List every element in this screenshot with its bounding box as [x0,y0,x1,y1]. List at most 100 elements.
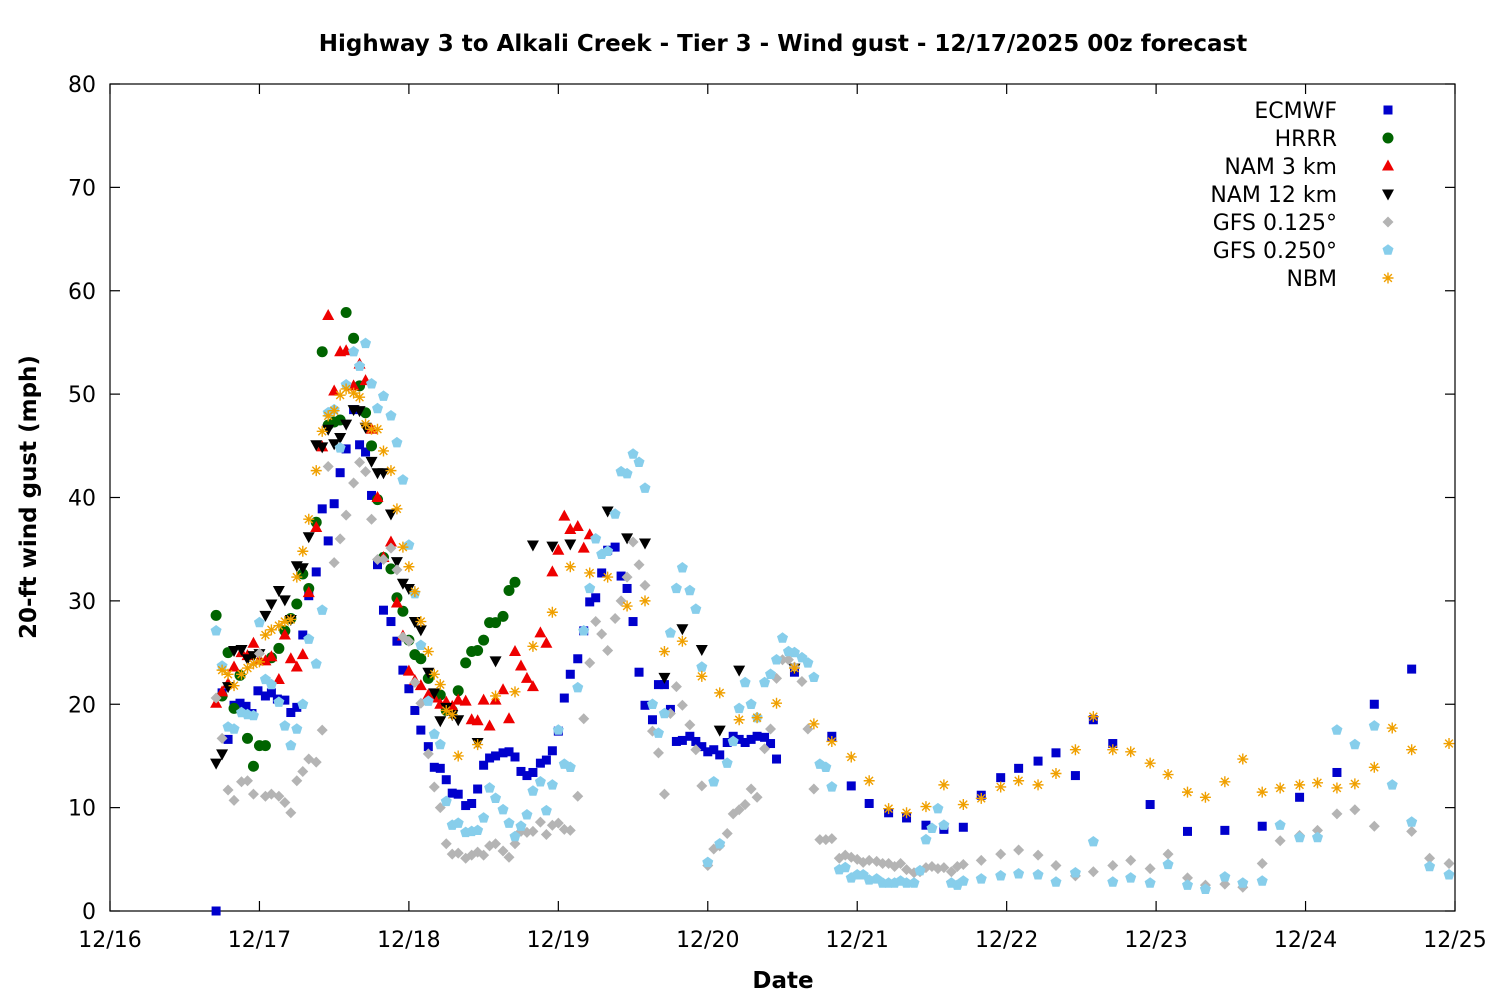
data-point-ecmwf [461,801,471,811]
data-point-gfs-0-250 [590,533,602,544]
data-point-gfs-0-125 [1181,872,1193,884]
data-point-nbm [391,503,403,515]
data-point-nbm [1125,746,1137,758]
data-point-ecmwf [404,684,414,694]
data-point-ecmwf [677,735,687,745]
data-point-nbm [409,586,421,598]
data-point-nbm [366,423,378,435]
data-point-gfs-0-250 [578,625,590,636]
data-point-gfs-0-125 [690,744,702,756]
data-point-nbm [372,423,384,435]
data-point-ecmwf [591,593,601,603]
data-point-hrrr [247,760,259,772]
data-point-gfs-0-125 [684,719,696,731]
data-point-nam-3-km [284,652,297,664]
data-point-gfs-0-125 [1443,857,1455,869]
legend-item-ecmwf: ECMWF [1254,99,1393,124]
data-point-nam-3-km [278,628,291,640]
data-point-nbm [1032,779,1044,791]
data-point-gfs-0-250 [1274,819,1286,830]
data-point-ecmwf [746,734,756,744]
data-point-nbm [310,465,322,477]
data-point-nam-3-km [577,541,590,553]
data-point-ecmwf [410,705,420,715]
data-point-ecmwf [1369,699,1379,709]
data-point-gfs-0-250 [397,474,409,485]
data-point-nam-3-km [477,693,490,705]
data-point-nam-3-km [552,543,565,555]
data-point-gfs-0-250 [285,739,297,751]
data-point-ecmwf [703,747,713,757]
data-point-gfs-0-125 [1144,863,1156,875]
data-point-nbm [490,690,502,702]
data-point-ecmwf [697,742,707,752]
data-point-hrrr [497,610,509,622]
data-point-ecmwf [1014,763,1024,773]
data-point-gfs-0-125 [721,827,733,839]
data-point-nbm [452,750,464,762]
y-tick-label: 10 [68,797,96,822]
x-tick-label: 12/16 [78,928,141,953]
data-point-ecmwf [1051,748,1061,758]
x-tick-label: 12/20 [676,928,739,953]
data-point-gfs-0-250 [310,658,322,669]
data-point-nam-12-km [428,688,441,700]
data-point-gfs-0-250 [670,582,682,594]
data-point-nbm [1256,786,1268,798]
data-point-ecmwf [298,630,308,640]
x-tick-label: 12/25 [1423,928,1486,953]
data-point-gfs-0-125 [938,862,950,874]
data-point-ecmwf [485,753,495,763]
x-axis-title: Date [752,968,813,994]
data-point-nam-12-km [676,624,689,636]
data-point-gfs-0-250 [1349,738,1361,750]
data-point-nam-3-km [228,660,241,672]
data-point-nbm [297,545,309,557]
data-point-ecmwf [659,680,669,690]
data-point-nbm [621,600,633,612]
data-point-gfs-0-250 [995,870,1007,881]
data-point-ecmwf [329,499,339,509]
data-point-nbm [1199,791,1211,803]
data-point-gfs-0-250 [497,803,509,815]
data-point-nbm [901,807,913,819]
data-point-gfs-0-250 [733,702,745,714]
data-point-ecmwf [1033,756,1043,766]
data-point-gfs-0-250 [702,856,714,868]
data-point-nbm [236,668,248,680]
data-point-gfs-0-250 [279,720,291,731]
data-point-gfs-0-125 [1406,825,1418,837]
data-point-gfs-0-250 [265,678,277,690]
y-tick-label: 20 [68,693,96,718]
data-point-gfs-0-125 [602,644,614,656]
data-point-ecmwf [734,734,744,744]
data-point-ecmwf [653,680,663,690]
data-point-gfs-0-250 [776,632,789,643]
data-point-nam-12-km [434,716,447,728]
data-point-nbm [247,658,259,670]
data-point-ecmwf [260,691,270,701]
data-point-gfs-0-125 [578,713,590,725]
data-point-gfs-0-250 [1406,816,1418,827]
data-point-gfs-0-250 [377,390,389,401]
data-point-ecmwf [280,695,290,705]
data-point-gfs-0-250 [1294,831,1306,843]
data-point-ecmwf [1145,800,1155,810]
data-point-ecmwf [846,781,856,791]
data-point-ecmwf [447,788,457,798]
data-point-ecmwf [559,693,569,703]
data-point-gfs-0-250 [788,646,800,658]
data-point-gfs-0-125 [1331,808,1343,820]
data-point-nbm [808,718,820,730]
data-point-gfs-0-125 [572,790,584,802]
x-tick-label: 12/18 [377,928,440,953]
data-point-nbm [422,646,434,658]
legend-item-nam-3-km: NAM 3 km [1224,155,1394,180]
data-point-gfs-0-250 [714,838,726,849]
data-point-nbm [316,425,328,437]
data-point-gfs-0-250 [348,345,360,357]
data-point-nbm [1294,779,1306,791]
data-point-nbm [1237,753,1249,765]
data-point-ecmwf [671,736,681,746]
data-point-nbm [1368,761,1380,773]
